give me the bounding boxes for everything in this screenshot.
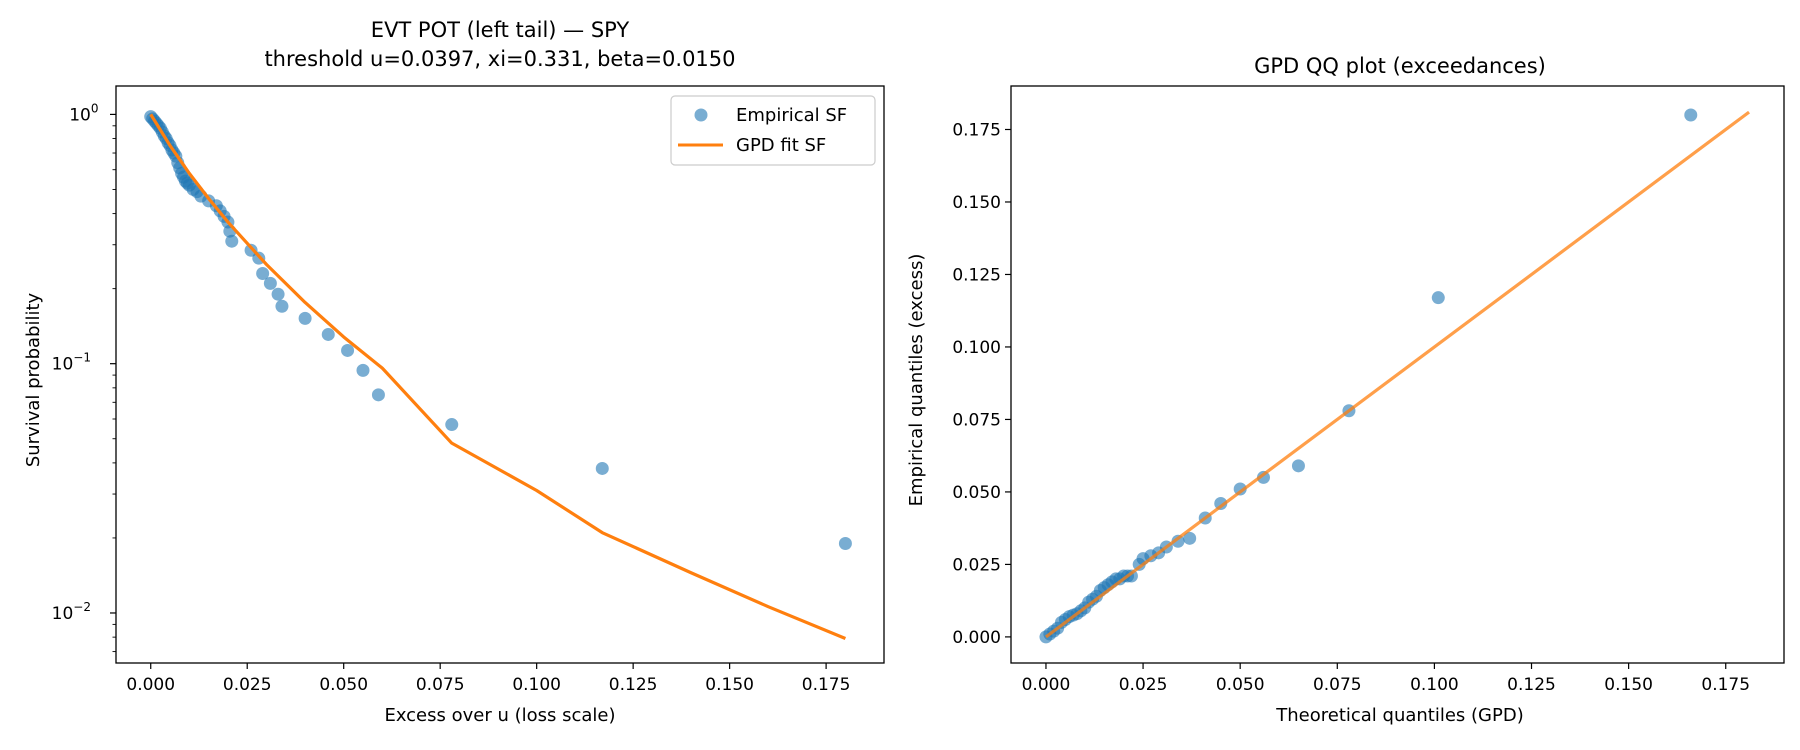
- empirical-sf-point: [838, 536, 852, 550]
- qq-point: [1256, 470, 1270, 484]
- x-tick-label: 0.050: [319, 675, 368, 695]
- y-tick-label: 100: [69, 101, 98, 125]
- y-tick-label: 0.175: [952, 120, 1001, 140]
- x-tick-label: 0.000: [126, 675, 175, 695]
- x-tick-label: 0.125: [1507, 675, 1556, 695]
- x-tick-label: 0.150: [1604, 675, 1653, 695]
- right-plot-y-label: Empirical quantiles (excess): [906, 254, 927, 507]
- y-tick-label: 10−1: [52, 351, 91, 375]
- empirical-sf-point: [256, 267, 270, 281]
- y-tick-label: 0.000: [952, 628, 1001, 648]
- y-tick-label: 0.025: [952, 555, 1001, 575]
- legend: Empirical SF GPD fit SF: [670, 95, 876, 166]
- y-tick-label: 0.125: [952, 265, 1001, 285]
- y-tick-label: 0.100: [952, 338, 1001, 358]
- plot-frame: [1010, 85, 1785, 664]
- empirical-sf-point: [298, 311, 312, 325]
- right-plot-title: GPD QQ plot (exceedances): [1254, 54, 1546, 78]
- empirical-sf-point: [271, 287, 285, 301]
- x-tick-label: 0.175: [1701, 675, 1750, 695]
- legend-box: [670, 95, 876, 166]
- right-plot-panel: GPD QQ plot (exceedances) 0.000 0.025 0.05…: [906, 54, 1785, 726]
- x-tick-label: 0.175: [802, 675, 851, 695]
- y-tick-label: 0.150: [952, 193, 1001, 213]
- y-tick-label: 0.050: [952, 483, 1001, 503]
- x-tick-label: 0.050: [1216, 675, 1265, 695]
- x-tick-label: 0.100: [512, 675, 561, 695]
- x-tick-label: 0.075: [416, 675, 465, 695]
- left-plot-y-label: Survival probability: [23, 292, 44, 467]
- x-tick-label: 0.025: [1119, 675, 1168, 695]
- legend-label-gpd-fit-sf: GPD fit SF: [736, 135, 826, 156]
- legend-marker-empirical-sf: [694, 108, 708, 122]
- qq-point: [1291, 459, 1305, 473]
- empirical-sf-point: [445, 418, 459, 432]
- empirical-sf-point: [321, 327, 335, 341]
- x-tick-label: 0.150: [705, 675, 754, 695]
- empirical-sf-point: [356, 363, 370, 377]
- x-tick-label: 0.100: [1410, 675, 1459, 695]
- qq-point: [1684, 108, 1698, 122]
- gpd-fit-line: [149, 113, 847, 640]
- legend-label-empirical-sf: Empirical SF: [736, 105, 847, 126]
- empirical-sf-point: [225, 234, 239, 248]
- left-plot-title-line1: EVT POT (left tail) — SPY: [371, 18, 630, 42]
- y-tick-label: 10−2: [52, 600, 91, 624]
- qq-point: [1233, 482, 1247, 496]
- x-tick-label: 0.025: [223, 675, 272, 695]
- qq-point: [1183, 531, 1197, 545]
- qq-point: [1171, 534, 1185, 548]
- left-plot-panel: EVT POT (left tail) — SPY threshold u=0.…: [23, 18, 885, 726]
- x-tick-label: 0.000: [1022, 675, 1071, 695]
- empirical-sf-point: [275, 299, 289, 313]
- y-tick-label: 0.075: [952, 410, 1001, 430]
- empirical-sf-point: [263, 276, 277, 290]
- x-tick-label: 0.075: [1313, 675, 1362, 695]
- qq-reference-line: [1045, 110, 1750, 639]
- empirical-sf-point: [341, 343, 355, 357]
- left-plot-title-line2: threshold u=0.0397, xi=0.331, beta=0.015…: [264, 47, 735, 71]
- empirical-sf-point: [595, 461, 609, 475]
- qq-point: [1431, 291, 1445, 305]
- left-plot-x-label: Excess over u (loss scale): [384, 705, 615, 726]
- qq-point: [1214, 497, 1228, 511]
- x-tick-label: 0.125: [609, 675, 658, 695]
- empirical-sf-point: [371, 388, 385, 402]
- right-plot-x-label: Theoretical quantiles (GPD): [1275, 705, 1524, 726]
- plot-frame: [115, 85, 885, 664]
- qq-point: [1124, 569, 1138, 583]
